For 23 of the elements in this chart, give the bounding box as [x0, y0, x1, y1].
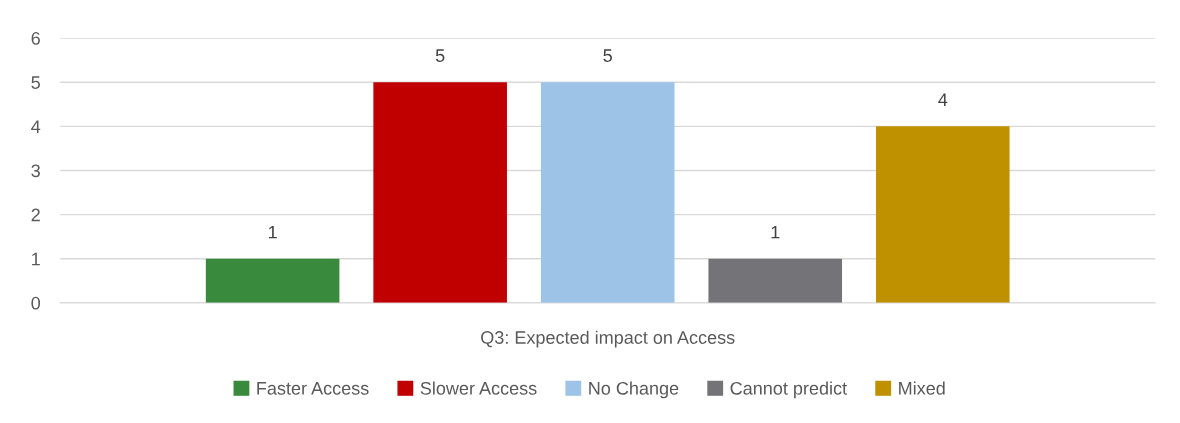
- y-tick-label: 1: [32, 252, 40, 266]
- y-tick-label: 6: [31, 32, 40, 45]
- legend-label: Mixed: [899, 381, 945, 395]
- x-tick-label: Q3: Expected impact on Access: [481, 330, 735, 348]
- data-label: 5: [603, 49, 612, 62]
- bar: [708, 258, 843, 303]
- y-tick-label: 0: [31, 296, 41, 310]
- y-tick-label: 5: [31, 76, 40, 89]
- bar: [540, 82, 675, 303]
- legend-label: Faster Access: [257, 382, 369, 395]
- legend-label: Slower Access: [420, 381, 537, 395]
- legend-label: Cannot predict: [730, 381, 847, 399]
- y-tick-label: 2: [31, 208, 40, 222]
- bar: [205, 258, 340, 303]
- data-label: 1: [268, 225, 277, 239]
- legend-label: No Change: [589, 381, 679, 399]
- data-label: 5: [435, 49, 445, 62]
- data-label: 4: [938, 93, 948, 106]
- y-tick-label: 4: [31, 120, 41, 133]
- bar: [875, 126, 1010, 303]
- y-tick-label: 3: [31, 164, 40, 178]
- bar: [373, 82, 507, 303]
- data-label: 1: [771, 225, 780, 239]
